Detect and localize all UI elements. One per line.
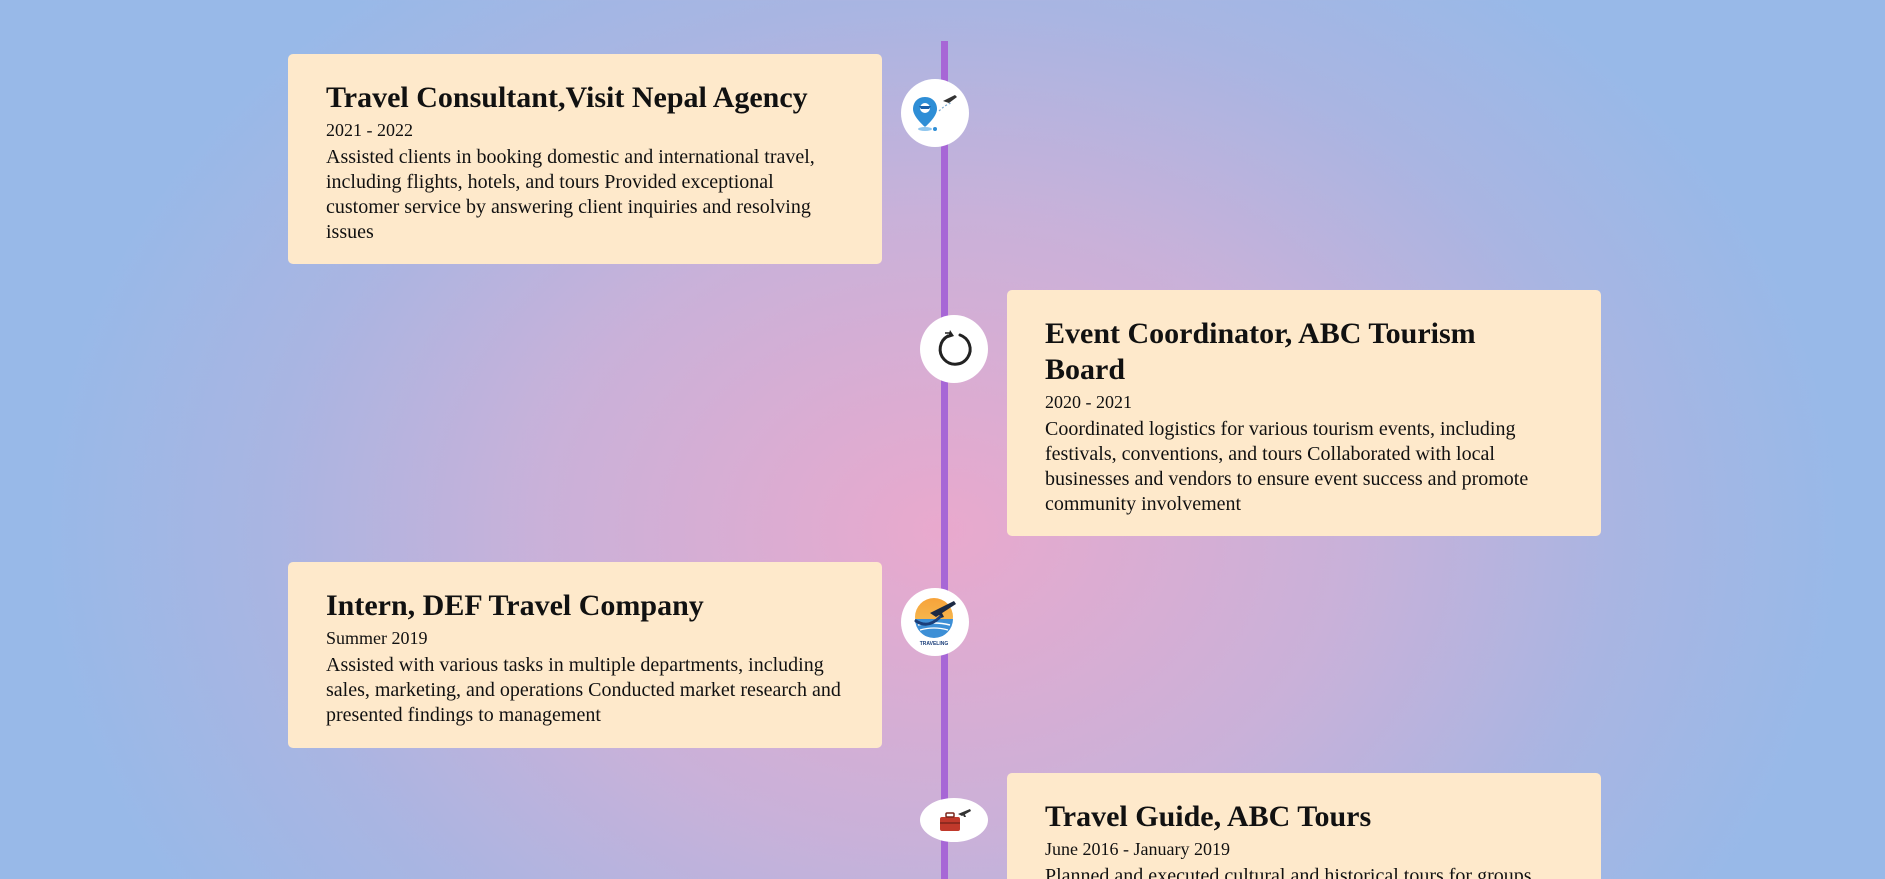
circular-flight-icon xyxy=(920,315,988,383)
svg-text:TRAVELING: TRAVELING xyxy=(920,641,949,647)
timeline-card-description: Planned and executed cultural and histor… xyxy=(1045,865,1532,879)
timeline-card-date: June 2016 - January 2019 xyxy=(1045,839,1230,859)
timeline-card-event-coordinator: Event Coordinator, ABC Tourism Board 202… xyxy=(1007,290,1601,536)
suitcase-plane-icon xyxy=(920,798,988,842)
timeline-card-title: Event Coordinator, ABC Tourism Board xyxy=(1045,317,1476,386)
timeline-axis xyxy=(941,41,948,879)
timeline-card-intern: Intern, DEF Travel Company Summer 2019 A… xyxy=(288,562,882,748)
timeline-card-description: Coordinated logistics for various touris… xyxy=(1045,418,1529,515)
traveling-logo-icon: TRAVELING xyxy=(901,588,969,656)
timeline-card-travel-consultant: Travel Consultant,Visit Nepal Agency 202… xyxy=(288,54,882,264)
timeline-card-title: Travel Consultant,Visit Nepal Agency xyxy=(326,81,808,114)
travel-pin-plane-icon xyxy=(901,79,969,147)
timeline-card-title: Travel Guide, ABC Tours xyxy=(1045,800,1372,833)
timeline-card-travel-guide: Travel Guide, ABC Tours June 2016 - Janu… xyxy=(1007,773,1601,879)
timeline-card-date: 2021 - 2022 xyxy=(326,120,413,140)
timeline-card-date: Summer 2019 xyxy=(326,628,428,648)
timeline-card-date: 2020 - 2021 xyxy=(1045,392,1132,412)
timeline-card-description: Assisted with various tasks in multiple … xyxy=(326,654,841,726)
timeline-card-title: Intern, DEF Travel Company xyxy=(326,589,704,622)
timeline-card-description: Assisted clients in booking domestic and… xyxy=(326,146,815,243)
